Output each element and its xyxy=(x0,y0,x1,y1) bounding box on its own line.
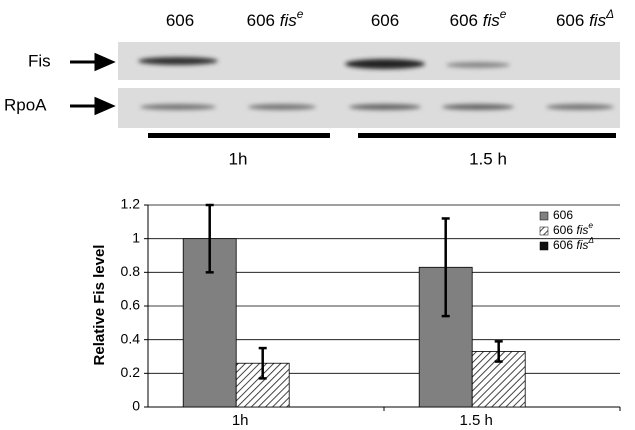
x-tick-label: 1h xyxy=(232,412,249,429)
band xyxy=(546,104,614,110)
time-label: 1h xyxy=(229,149,248,168)
strain-name: 606 xyxy=(553,223,573,237)
allele-sup: e xyxy=(588,220,593,230)
figure: Fis RpoA 1h 1.5 h Relative Fis level 606… xyxy=(0,0,635,430)
strain-name: 606 xyxy=(553,208,573,222)
arrow xyxy=(70,99,112,113)
band xyxy=(349,104,421,110)
band xyxy=(140,104,216,110)
time-bar xyxy=(148,133,330,138)
strain-name: 606 xyxy=(556,11,584,30)
y-tick-label: 0 xyxy=(132,398,140,414)
y-tick-label: 0.6 xyxy=(121,297,141,313)
y-tick-label: 1 xyxy=(132,229,140,245)
strain-label: 606 xyxy=(371,11,399,30)
y-tick-label: 0.8 xyxy=(121,263,141,279)
allele-sup: e xyxy=(297,7,304,21)
band xyxy=(138,57,218,65)
strain-name: 606 xyxy=(450,11,478,30)
gene-name: fis xyxy=(589,11,607,30)
strain-label: 606 fise xyxy=(247,7,304,30)
band xyxy=(248,104,316,110)
strain-label: 606 fise xyxy=(553,220,593,237)
arrow xyxy=(70,55,112,69)
legend-swatch xyxy=(540,242,548,250)
gene-name: fis xyxy=(280,11,298,30)
allele-sup: e xyxy=(500,7,507,21)
gene-name: fis xyxy=(576,238,588,252)
y-tick-label: 0.4 xyxy=(121,330,141,346)
gene-name: fis xyxy=(483,11,501,30)
allele-sup: Δ xyxy=(587,235,594,245)
strain-label: 606 xyxy=(166,11,194,30)
legend-swatch xyxy=(540,212,548,220)
band xyxy=(345,59,425,69)
time-label: 1.5 h xyxy=(469,149,507,168)
strain-label: 606 fisΔ xyxy=(556,7,614,30)
strain-name: 606 xyxy=(166,11,194,30)
x-tick-label: 1.5 h xyxy=(460,412,493,429)
row-label: Fis xyxy=(28,51,51,70)
band xyxy=(446,62,510,68)
strain-name: 606 xyxy=(553,238,573,252)
time-bar xyxy=(358,133,616,138)
band xyxy=(442,104,514,110)
y-axis-label: Relative Fis level xyxy=(91,245,108,366)
row-label: RpoA xyxy=(4,95,47,114)
strain-label: 606 fise xyxy=(450,7,507,30)
legend-swatch xyxy=(540,227,548,235)
strain-name: 606 xyxy=(247,11,275,30)
strain-label: 606 xyxy=(553,208,573,222)
strain-label: 606 fisΔ xyxy=(553,235,594,252)
allele-sup: Δ xyxy=(605,7,614,21)
strain-name: 606 xyxy=(371,11,399,30)
gene-name: fis xyxy=(576,223,588,237)
y-tick-label: 0.2 xyxy=(121,364,141,380)
y-tick-label: 1.2 xyxy=(121,196,141,212)
